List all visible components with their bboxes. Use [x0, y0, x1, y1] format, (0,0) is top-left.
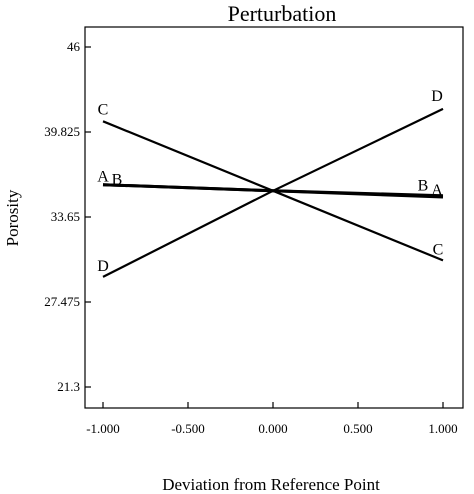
series-end-label-c: C	[98, 101, 109, 118]
axis-ticks: 21.3 27.475 33.65 39.825 46 -1.000 -0.500 0.000…	[44, 39, 457, 436]
y-tick-label: 27.475	[44, 294, 80, 309]
series-end-label-b: B	[112, 172, 123, 189]
series-end-label-c: C	[433, 241, 444, 258]
x-axis-label: Deviation from Reference Point	[162, 475, 380, 494]
series-end-label-a: A	[431, 182, 443, 199]
plot-frame	[84, 26, 464, 409]
y-tick-label: 39.825	[44, 124, 80, 139]
x-tick-label: -0.500	[171, 421, 205, 436]
x-tick-label: 0.000	[258, 421, 287, 436]
y-axis-label: Porosity	[3, 189, 22, 246]
y-tick-label: 46	[67, 39, 81, 54]
y-tick-label: 33.65	[51, 209, 80, 224]
series-lines	[102, 107, 444, 278]
x-tick-label: -1.000	[86, 421, 120, 436]
series-end-label-a: A	[97, 169, 109, 186]
x-tick-label: 1.000	[428, 421, 457, 436]
series-end-label-d: D	[97, 258, 109, 275]
series-end-label-b: B	[418, 178, 429, 195]
chart-title: Perturbation	[228, 1, 337, 26]
series-line-d	[102, 107, 444, 278]
x-tick-label: 0.500	[343, 421, 372, 436]
series-end-label-d: D	[431, 88, 443, 105]
y-tick-label: 21.3	[57, 379, 80, 394]
